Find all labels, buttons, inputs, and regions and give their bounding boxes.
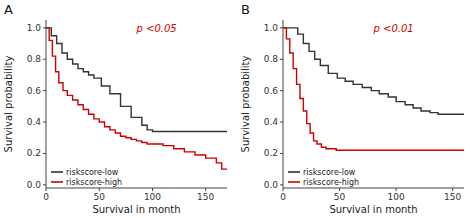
y-tick (280, 59, 283, 60)
y-tick-label: 0.4 (27, 117, 42, 127)
legend-label: riskscore-high (66, 178, 122, 187)
y-tick-label: 0.2 (264, 148, 278, 158)
y-tick (43, 122, 46, 123)
y-tick (43, 59, 46, 60)
survival-curve (283, 28, 464, 150)
x-axis-line (283, 188, 464, 189)
x-tick (99, 188, 100, 191)
y-tick-label: 0.2 (27, 148, 41, 158)
legend-swatch (51, 171, 63, 173)
legend-swatch (288, 171, 300, 173)
figure: 0 50 100 150 0.0 0.2 0.4 0.6 0.8 1.0 Survival in m… (0, 0, 474, 218)
y-tick (43, 153, 46, 154)
y-tick-label: 0.0 (264, 180, 279, 190)
panel: 0 50 100 150 0.0 0.2 0.4 0.6 0.8 1.0 Survival in m… (3, 2, 227, 215)
x-axis-line (46, 188, 227, 189)
plot-area (283, 28, 464, 150)
x-tick-label: 150 (197, 192, 214, 202)
x-tick (46, 188, 47, 191)
legend: riskscore-lowriskscore-high (288, 168, 359, 187)
survival-curve (46, 28, 227, 169)
p-value: p <0.05 (136, 23, 177, 34)
panel: 0 50 100 150 0.0 0.2 0.4 0.6 0.8 1.0 Survival in m… (240, 2, 464, 215)
survival-curve (46, 28, 227, 132)
y-tick (43, 90, 46, 91)
legend-label: riskscore-low (66, 168, 119, 177)
x-axis-label: Survival in month (329, 204, 417, 215)
x-tick (205, 188, 206, 191)
y-tick-label: 0.8 (264, 54, 279, 64)
legend-swatch (51, 181, 63, 183)
y-tick-label: 0.4 (264, 117, 279, 127)
legend-label: riskscore-high (303, 178, 359, 187)
x-tick (452, 188, 453, 191)
x-tick (152, 188, 153, 191)
x-axis-label: Survival in month (92, 204, 180, 215)
y-tick-label: 1.0 (27, 23, 42, 33)
x-tick-label: 150 (444, 192, 461, 202)
y-axis-line (283, 20, 284, 188)
legend: riskscore-lowriskscore-high (51, 168, 122, 187)
x-tick (339, 188, 340, 191)
y-axis-label: Survival probability (3, 55, 14, 152)
y-tick-label: 0.8 (27, 54, 42, 64)
y-tick-label: 0.0 (27, 180, 42, 190)
y-tick (280, 184, 283, 185)
p-value: p <0.01 (373, 23, 414, 34)
panel-title: B (241, 2, 250, 17)
y-tick (280, 27, 283, 28)
legend-label: riskscore-low (303, 168, 356, 177)
y-tick (280, 90, 283, 91)
x-tick-label: 0 (280, 192, 286, 202)
panel-title: A (4, 2, 13, 17)
y-tick (43, 27, 46, 28)
y-tick (280, 122, 283, 123)
x-tick-label: 50 (334, 192, 346, 202)
x-tick-label: 100 (144, 192, 161, 202)
y-tick (280, 153, 283, 154)
x-tick (396, 188, 397, 191)
y-tick-label: 1.0 (264, 23, 279, 33)
y-tick (43, 184, 46, 185)
y-axis-label: Survival probability (240, 55, 251, 152)
legend-swatch (288, 181, 300, 183)
x-tick (283, 188, 284, 191)
y-axis-line (46, 20, 47, 188)
y-tick-label: 0.6 (27, 86, 42, 96)
x-tick-label: 50 (94, 192, 106, 202)
survival-curve (283, 28, 464, 114)
x-tick-label: 0 (43, 192, 49, 202)
x-tick-label: 100 (388, 192, 405, 202)
plot-area (46, 28, 227, 169)
y-tick-label: 0.6 (264, 86, 279, 96)
